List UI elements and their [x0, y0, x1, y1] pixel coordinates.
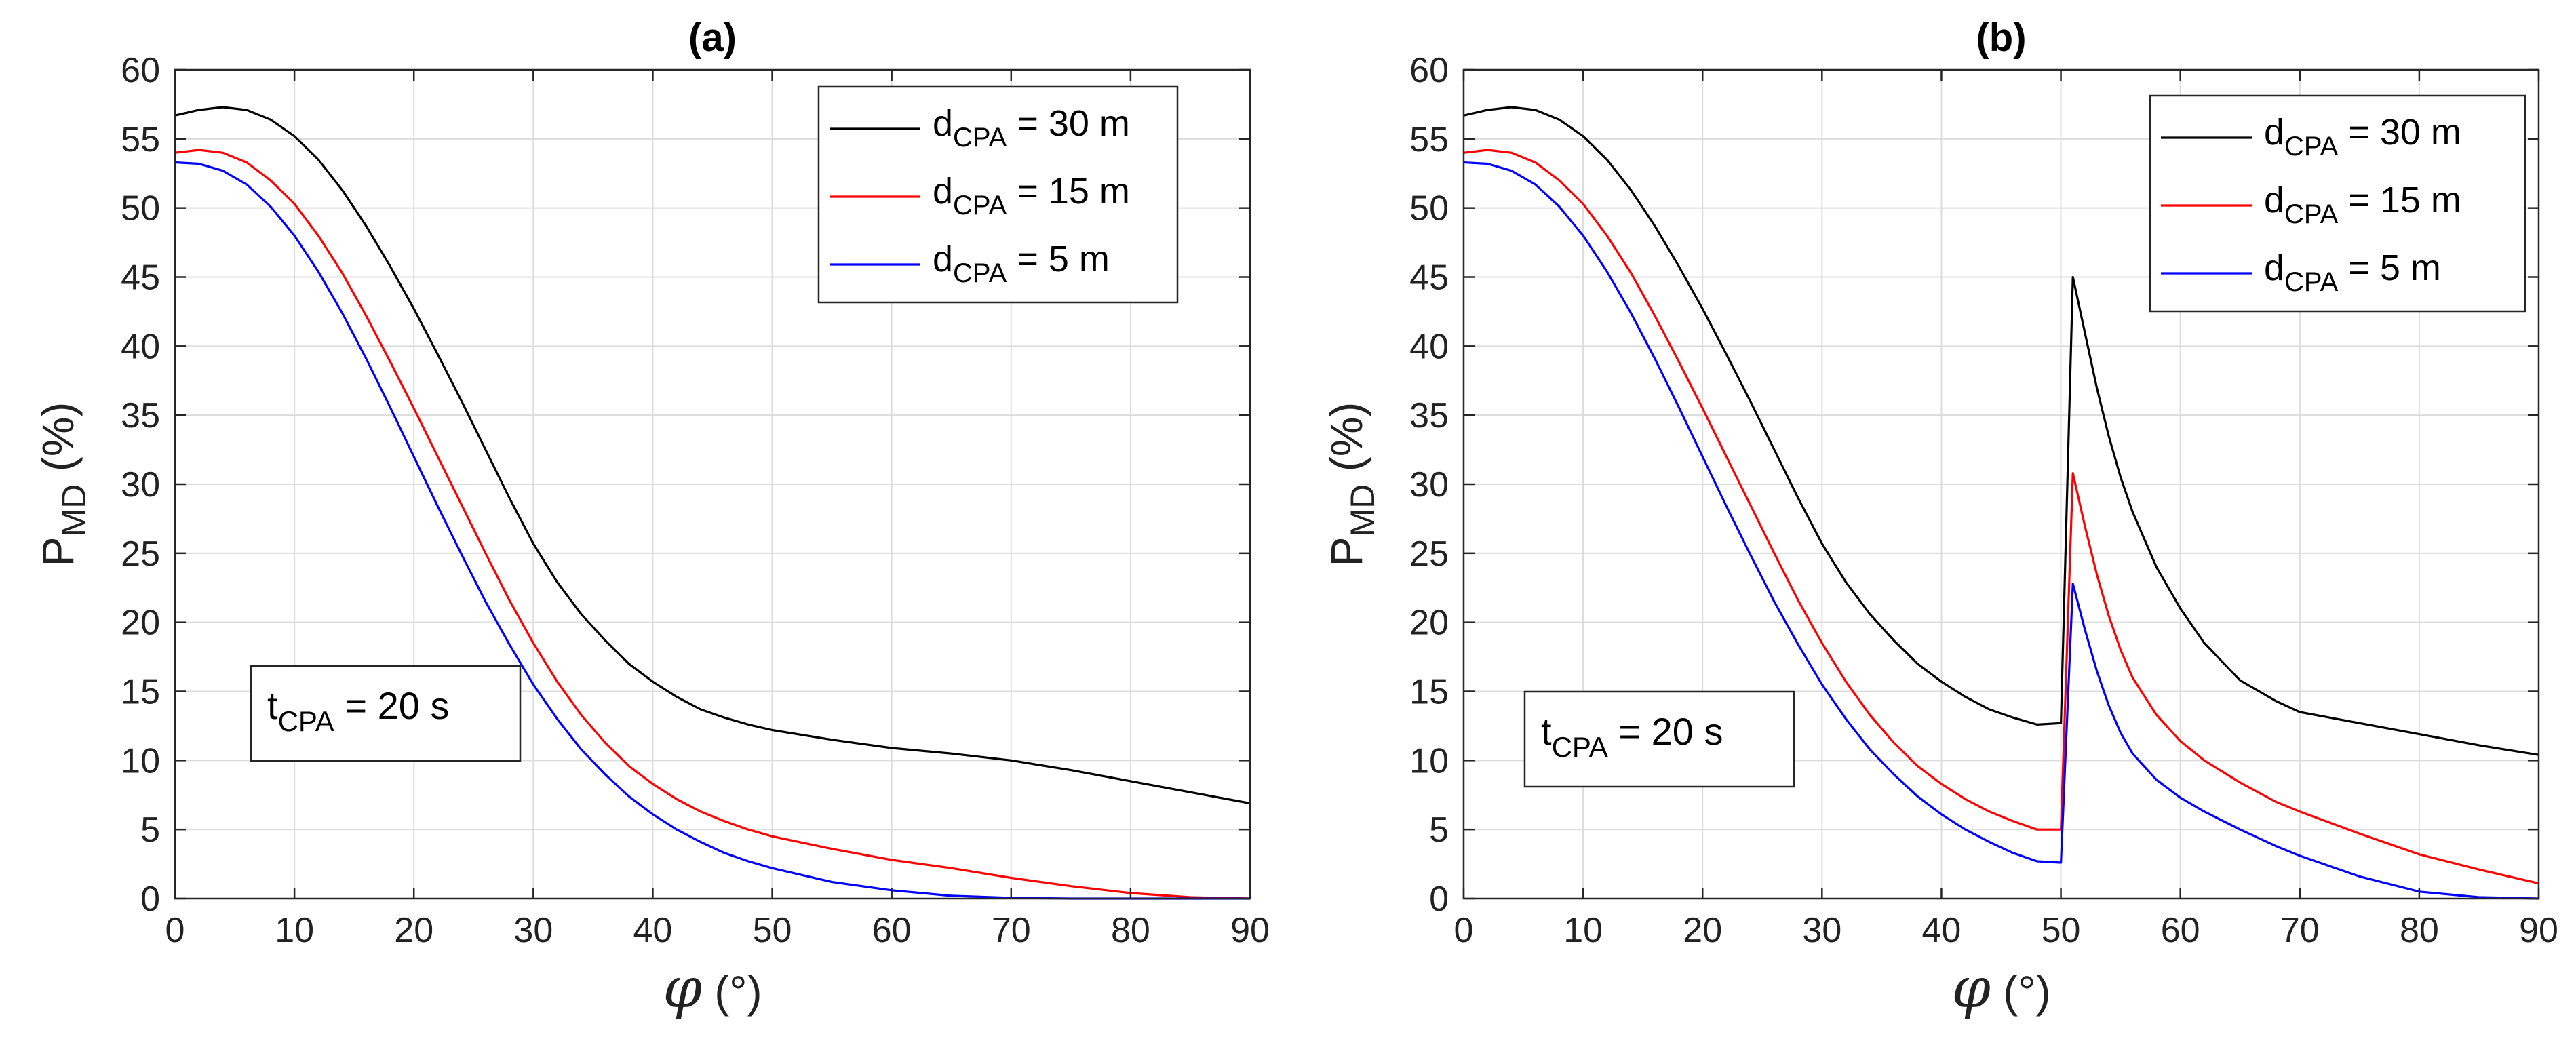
legend-entry: dCPA = 5 m	[2264, 248, 2441, 297]
legend-box	[817, 85, 1179, 304]
y-tick-label: 50	[121, 189, 160, 229]
y-axis-label: PMD (%)	[1321, 402, 1382, 567]
series-line--5-m	[1463, 161, 2539, 900]
y-axis-subscript: MD	[1344, 484, 1382, 537]
panel-title: (b)	[1976, 16, 2026, 60]
y-tick-label: 35	[121, 396, 160, 435]
legend-box	[2149, 94, 2526, 313]
panel-a: 0 10 20 30 40 50 60 70 80 90 0 5 10 15 20 25 30 35 40 45 50 5…	[33, 16, 1270, 1021]
legend-entry: dCPA = 15 m	[2264, 180, 2461, 229]
series-line--30-m	[1463, 106, 2539, 756]
annotation-text: tCPA = 20 s	[1541, 710, 1723, 763]
y-axis-label: PMD (%)	[33, 402, 93, 567]
annotation: tCPA = 20 s	[250, 665, 522, 762]
legend-entry: dCPA = 15 m	[933, 171, 1130, 220]
legend-entry: dCPA = 30 m	[933, 103, 1130, 153]
y-tick-label: 15	[1409, 673, 1449, 712]
annotation-box	[250, 665, 522, 762]
y-axis-subscript: MD	[55, 484, 93, 537]
y-tick-label: 5	[1429, 810, 1449, 850]
panel-title: (a)	[688, 16, 737, 60]
x-tick-label: 90	[1230, 911, 1270, 950]
y-tick-label: 30	[121, 465, 160, 505]
y-tick-label: 20	[121, 604, 160, 643]
x-tick-label: 80	[1111, 911, 1150, 950]
panel-b: 0 10 20 30 40 50 60 70 80 90 0 5 10 15 20 25 30 35 40 45 50 5…	[1321, 16, 2558, 1021]
y-axis-main: P	[1321, 536, 1371, 566]
y-axis-unit: (%)	[33, 402, 83, 484]
y-tick-label: 45	[121, 258, 160, 298]
y-tick-label: 40	[1409, 327, 1449, 366]
x-tick-label: 40	[633, 911, 673, 950]
series-line--30-m	[174, 106, 1251, 805]
y-tick-label: 5	[140, 810, 160, 850]
x-tick-label: 70	[992, 911, 1031, 950]
x-tick-label: 10	[275, 911, 314, 950]
x-tick-label: 30	[513, 911, 553, 950]
x-tick-label: 60	[872, 911, 912, 950]
x-tick-label: 20	[1683, 911, 1722, 950]
x-tick-label: 0	[165, 911, 185, 950]
x-axis-symbol: φ	[1951, 956, 1991, 1021]
y-tick-label: 50	[1409, 189, 1449, 229]
series-line--15-m	[1463, 149, 2539, 885]
y-tick-label: 0	[1429, 880, 1449, 919]
legend: dCPA = 30 m dCPA = 15 m dCPA = 5 m	[2149, 94, 2526, 313]
y-axis-main: P	[33, 536, 83, 566]
y-tick-label: 60	[121, 51, 160, 90]
x-tick-label: 10	[1563, 911, 1603, 950]
annotation-box	[1523, 690, 1795, 788]
x-tick-label: 60	[2161, 911, 2200, 950]
annotation: tCPA = 20 s	[1523, 690, 1795, 788]
y-axis-unit: (%)	[1321, 402, 1371, 484]
y-tick-label: 30	[1409, 465, 1449, 505]
y-tick-label: 10	[121, 741, 160, 781]
y-tick-label: 25	[121, 534, 160, 574]
x-axis-symbol: φ	[663, 956, 702, 1021]
annotation-text: tCPA = 20 s	[267, 684, 449, 737]
x-axis-label: φ (°)	[663, 956, 762, 1021]
x-tick-label: 40	[1922, 911, 1962, 950]
legend: dCPA = 30 m dCPA = 15 m dCPA = 5 m	[817, 85, 1179, 304]
x-tick-label: 90	[2519, 911, 2558, 950]
y-tick-label: 0	[140, 880, 160, 919]
x-axis-unit: (°)	[714, 966, 762, 1017]
y-tick-label: 60	[1409, 51, 1449, 90]
y-tick-label: 35	[1409, 396, 1449, 435]
x-tick-label: 50	[2042, 911, 2081, 950]
x-tick-label: 20	[394, 911, 433, 950]
x-tick-label: 30	[1802, 911, 1841, 950]
legend-entry: dCPA = 5 m	[933, 239, 1110, 288]
y-tick-label: 25	[1409, 534, 1449, 574]
x-tick-label: 80	[2400, 911, 2439, 950]
series-line--15-m	[174, 149, 1251, 900]
y-tick-label: 40	[121, 327, 160, 366]
y-tick-label: 55	[1409, 120, 1449, 159]
y-tick-label: 10	[1409, 741, 1449, 781]
x-axis-unit: (°)	[2003, 966, 2050, 1017]
y-tick-label: 15	[121, 673, 160, 712]
x-tick-label: 70	[2280, 911, 2320, 950]
x-axis-label: φ (°)	[1951, 956, 2050, 1021]
y-tick-label: 45	[1409, 258, 1449, 298]
y-tick-label: 55	[121, 120, 160, 159]
legend-entry: dCPA = 30 m	[2264, 112, 2461, 161]
series-line--5-m	[174, 161, 1250, 900]
y-tick-label: 20	[1409, 604, 1449, 643]
x-tick-label: 50	[753, 911, 792, 950]
x-tick-label: 0	[1454, 911, 1474, 950]
